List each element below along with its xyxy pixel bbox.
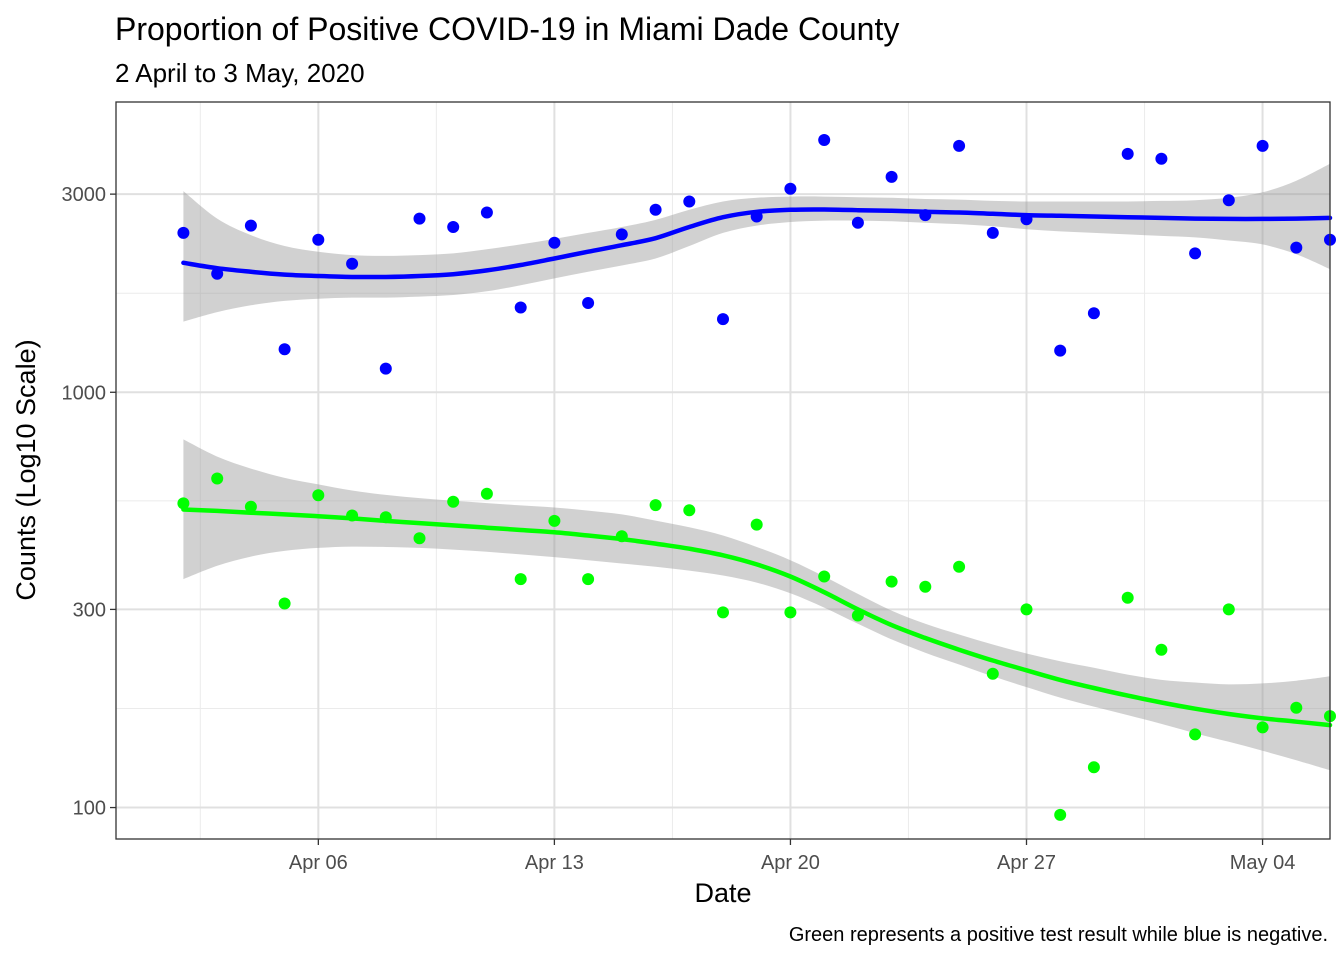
- data-point: [1087, 761, 1100, 774]
- confidence-band-0: [183, 163, 1330, 322]
- data-point: [1054, 344, 1067, 357]
- data-point: [447, 495, 460, 508]
- data-point: [885, 170, 898, 183]
- data-point: [211, 472, 224, 485]
- data-point: [312, 489, 325, 502]
- y-axis-label: Counts (Log10 Scale): [11, 339, 41, 600]
- data-point: [244, 219, 257, 232]
- data-point: [1020, 603, 1033, 616]
- data-point: [784, 606, 797, 619]
- data-point: [683, 195, 696, 208]
- data-point: [1290, 701, 1303, 714]
- data-point: [413, 212, 426, 225]
- data-point: [818, 570, 831, 583]
- data-point: [1222, 194, 1235, 207]
- x-tick-label: Apr 13: [525, 852, 584, 874]
- data-point: [177, 497, 190, 510]
- chart-title: Proportion of Positive COVID-19 in Miami…: [115, 11, 899, 47]
- data-point: [1054, 808, 1067, 821]
- data-point: [177, 226, 190, 239]
- data-point: [244, 500, 257, 513]
- data-point: [750, 518, 763, 531]
- trend-line-1: [181, 507, 1333, 728]
- data-point: [683, 504, 696, 517]
- trend-lines: [181, 207, 1333, 728]
- data-point: [784, 182, 797, 195]
- confidence-band-1: [183, 439, 1330, 771]
- data-point: [649, 203, 662, 216]
- data-point: [1155, 152, 1168, 165]
- x-tick-label: Apr 20: [761, 852, 820, 874]
- data-point: [582, 573, 595, 586]
- data-point: [1290, 241, 1303, 254]
- data-point: [379, 362, 392, 375]
- y-tick-label: 300: [73, 599, 106, 621]
- data-point: [514, 301, 527, 314]
- x-tick-label: Apr 06: [289, 852, 348, 874]
- data-point: [986, 226, 999, 239]
- data-point: [447, 221, 460, 233]
- data-point: [278, 597, 291, 610]
- data-point: [953, 560, 966, 573]
- data-point: [1256, 721, 1269, 734]
- data-point: [649, 499, 662, 512]
- x-axis: Apr 06 Apr 13 Apr 20 Apr 27 May 04: [289, 839, 1295, 874]
- data-point: [1189, 247, 1202, 260]
- data-point: [548, 236, 561, 249]
- data-point: [548, 514, 561, 527]
- data-point: [346, 257, 359, 270]
- data-point: [1256, 139, 1269, 152]
- y-axis: 100 300 1000 3000: [62, 184, 116, 820]
- data-points: [177, 134, 1336, 821]
- data-point: [514, 573, 527, 586]
- x-tick-label: May 04: [1230, 852, 1296, 874]
- data-point: [312, 233, 325, 246]
- data-point: [1121, 591, 1134, 604]
- confidence-bands: [183, 163, 1330, 771]
- data-point: [919, 580, 932, 593]
- data-point: [1121, 147, 1134, 160]
- x-tick-label: Apr 27: [997, 852, 1056, 874]
- data-point: [278, 343, 291, 356]
- data-point: [615, 228, 628, 241]
- data-point: [953, 139, 966, 152]
- y-tick-label: 3000: [62, 184, 107, 206]
- data-point: [1189, 728, 1202, 741]
- data-point: [480, 206, 493, 219]
- data-point: [1155, 643, 1168, 656]
- data-point: [582, 297, 595, 309]
- data-point: [986, 667, 999, 680]
- trend-line-0: [181, 207, 1333, 280]
- chart-subtitle: 2 April to 3 May, 2020: [115, 58, 365, 88]
- data-point: [413, 532, 426, 545]
- data-point: [851, 216, 864, 229]
- chart-caption: Green represents a positive test result …: [789, 924, 1328, 946]
- data-point: [717, 313, 729, 326]
- data-point: [885, 575, 898, 588]
- y-tick-label: 100: [73, 798, 106, 820]
- y-tick-label: 1000: [62, 382, 107, 404]
- data-point: [1222, 603, 1235, 616]
- plot-panel-border: [115, 101, 1331, 840]
- x-axis-label: Date: [694, 878, 751, 908]
- data-point: [818, 134, 831, 146]
- data-point: [717, 606, 729, 619]
- data-point: [1087, 307, 1100, 320]
- data-point: [480, 487, 493, 500]
